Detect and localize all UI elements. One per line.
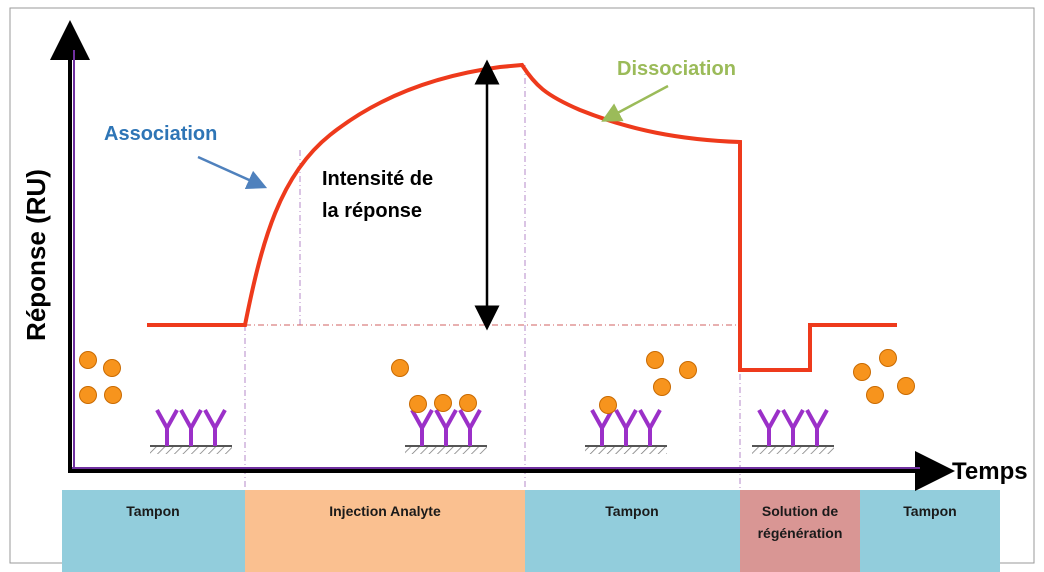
frame xyxy=(9,7,1035,564)
analyte xyxy=(391,359,409,377)
x-axis-label: Temps xyxy=(952,458,1028,485)
antibody xyxy=(155,409,179,446)
analyte xyxy=(897,377,915,395)
response-curve xyxy=(147,62,897,372)
antibody xyxy=(757,409,781,446)
phase-label: Solution de régénération xyxy=(758,503,843,541)
surface-hatch xyxy=(752,446,834,454)
surface-hatch xyxy=(585,446,667,454)
analyte xyxy=(459,394,477,412)
dissociation-arrow xyxy=(601,84,669,122)
surface-hatch xyxy=(150,446,232,454)
antibody xyxy=(410,409,434,446)
phase-label-line: Solution de xyxy=(762,503,838,519)
analyte xyxy=(646,351,664,369)
antibody xyxy=(638,409,662,446)
y-axis-label: Réponse (RU) xyxy=(21,169,51,341)
analyte xyxy=(79,386,97,404)
guides xyxy=(244,65,741,490)
phase-label: Tampon xyxy=(605,503,658,519)
antibody xyxy=(203,409,227,446)
antibody xyxy=(179,409,203,446)
dissociation-label: Dissociation xyxy=(617,58,736,80)
analyte xyxy=(679,361,697,379)
intensity-label: Intensité de la réponse xyxy=(322,168,433,222)
phase-label-line: Tampon xyxy=(903,503,956,519)
surface-hatch xyxy=(405,446,487,454)
antibody xyxy=(434,409,458,446)
analyte xyxy=(853,363,871,381)
association-label: Association xyxy=(104,123,217,145)
analyte xyxy=(866,386,884,404)
association-arrow xyxy=(197,155,268,190)
analyte xyxy=(653,378,671,396)
analyte xyxy=(409,395,427,413)
phase-label: Tampon xyxy=(126,503,179,519)
phase-rect xyxy=(245,490,525,572)
phase-rect xyxy=(62,490,245,572)
analyte xyxy=(434,394,452,412)
antibody xyxy=(805,409,829,446)
molecules xyxy=(79,349,915,454)
phase-rect xyxy=(525,490,740,572)
analyte xyxy=(104,386,122,404)
phase-label-line: Injection Analyte xyxy=(329,503,441,519)
phase-label-line: régénération xyxy=(758,525,843,541)
analyte xyxy=(79,351,97,369)
intensity-line: la réponse xyxy=(322,200,422,222)
antibody xyxy=(614,409,638,446)
antibody xyxy=(781,409,805,446)
analyte xyxy=(879,349,897,367)
intensity-line: Intensité de xyxy=(322,168,433,190)
phase-label: Tampon xyxy=(903,503,956,519)
analyte xyxy=(103,359,121,377)
antibody xyxy=(458,409,482,446)
phase-label-line: Tampon xyxy=(605,503,658,519)
phase-label: Injection Analyte xyxy=(329,503,441,519)
phase-rect xyxy=(860,490,1000,572)
phase-label-line: Tampon xyxy=(126,503,179,519)
analyte xyxy=(599,396,617,414)
antibody xyxy=(590,409,614,446)
phase-rect xyxy=(740,490,860,572)
phase-bar xyxy=(62,490,1000,572)
